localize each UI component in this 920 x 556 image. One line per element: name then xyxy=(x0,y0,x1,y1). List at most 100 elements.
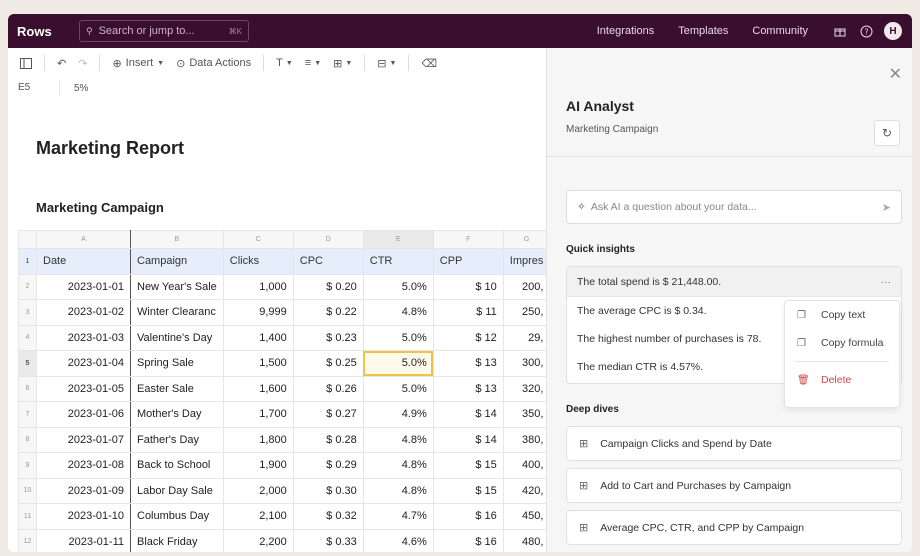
table-cell[interactable]: $ 0.27 xyxy=(292,401,364,428)
table-cell[interactable]: Mother's Day xyxy=(130,401,224,428)
number-format-icon[interactable]: ⊞ ▼ xyxy=(333,57,353,70)
nav-link-integrations[interactable]: Integrations xyxy=(596,25,655,37)
row-number[interactable]: 9 xyxy=(18,452,37,479)
table-cell[interactable]: 380, xyxy=(502,426,551,453)
header-cell[interactable]: Clicks xyxy=(222,248,294,275)
table-cell[interactable]: 1,800 xyxy=(222,426,294,453)
table-cell[interactable]: $ 12 xyxy=(432,324,504,351)
header-cell[interactable]: Date xyxy=(36,248,131,275)
table-cell[interactable]: $ 15 xyxy=(432,452,504,479)
table-cell[interactable]: 5.0% xyxy=(362,375,434,402)
row-number[interactable]: 6 xyxy=(18,375,37,402)
table-cell[interactable]: $ 16 xyxy=(432,503,504,530)
table-cell[interactable]: 2,000 xyxy=(222,477,294,504)
undo-icon[interactable]: ↶ xyxy=(57,57,67,70)
table-cell[interactable]: 450, xyxy=(502,503,551,530)
table-cell[interactable]: $ 0.29 xyxy=(292,452,364,479)
insert-button[interactable]: ⊕ Insert ▼ xyxy=(112,57,164,70)
table-cell[interactable]: $ 0.26 xyxy=(292,375,364,402)
table-cell[interactable]: $ 0.30 xyxy=(292,477,364,504)
header-cell[interactable]: Impres xyxy=(502,248,551,275)
header-cell[interactable]: CPP xyxy=(432,248,504,275)
column-letter[interactable]: B xyxy=(130,230,224,249)
table-cell[interactable]: 2023-01-04 xyxy=(36,350,131,377)
table-cell[interactable]: 4.6% xyxy=(362,528,434,552)
table-cell[interactable]: 420, xyxy=(502,477,551,504)
header-cell[interactable]: CTR xyxy=(362,248,434,275)
nav-link-community[interactable]: Community xyxy=(752,25,808,37)
table-cell[interactable]: Winter Clearanc xyxy=(130,299,224,326)
table-cell[interactable]: 1,900 xyxy=(222,452,294,479)
table-cell[interactable]: New Year's Sale xyxy=(130,273,224,300)
table-cell[interactable]: $ 0.28 xyxy=(292,426,364,453)
header-cell[interactable]: Campaign xyxy=(130,248,224,275)
table-cell[interactable]: 2023-01-03 xyxy=(36,324,131,351)
table-cell[interactable]: 5.0% xyxy=(362,273,434,300)
column-letter[interactable]: C xyxy=(222,230,294,249)
table-cell[interactable]: Spring Sale xyxy=(130,350,224,377)
copy-text-menu-item[interactable]: ❐ Copy text xyxy=(785,301,899,329)
column-letter[interactable]: E xyxy=(362,230,434,249)
gift-icon[interactable] xyxy=(832,23,848,39)
table-cell[interactable]: 2023-01-11 xyxy=(36,528,131,552)
row-number[interactable]: 4 xyxy=(18,324,37,351)
table-cell[interactable]: 4.7% xyxy=(362,503,434,530)
table-cell[interactable]: $ 14 xyxy=(432,426,504,453)
column-letter[interactable]: G xyxy=(502,230,551,249)
table-cell[interactable]: 2023-01-05 xyxy=(36,375,131,402)
table-cell[interactable]: 5.0% xyxy=(362,324,434,351)
column-letter[interactable]: D xyxy=(292,230,364,249)
table-cell[interactable]: 4.8% xyxy=(362,452,434,479)
table-cell[interactable]: 1,700 xyxy=(222,401,294,428)
table-cell[interactable]: Columbus Day xyxy=(130,503,224,530)
table-cell[interactable]: 4.8% xyxy=(362,299,434,326)
table-cell[interactable]: Back to School xyxy=(130,452,224,479)
table-cell[interactable]: 1,400 xyxy=(222,324,294,351)
table-cell[interactable]: 1,000 xyxy=(222,273,294,300)
table-cell[interactable]: 4.8% xyxy=(362,426,434,453)
ask-ai-input[interactable]: ✧ Ask AI a question about your data... ➤ xyxy=(566,190,902,224)
table-cell[interactable]: 2023-01-06 xyxy=(36,401,131,428)
table-cell[interactable]: 2,200 xyxy=(222,528,294,552)
corner-cell[interactable] xyxy=(18,230,37,249)
row-number[interactable]: 10 xyxy=(18,477,37,504)
help-icon[interactable]: ? xyxy=(858,23,874,39)
row-number[interactable]: 11 xyxy=(18,503,37,530)
table-cell[interactable]: $ 14 xyxy=(432,401,504,428)
table-cell[interactable]: Father's Day xyxy=(130,426,224,453)
nav-link-templates[interactable]: Templates xyxy=(678,25,729,37)
row-number[interactable]: 2 xyxy=(18,273,37,300)
table-cell[interactable]: 400, xyxy=(502,452,551,479)
table-cell[interactable]: 480, xyxy=(502,528,551,552)
table-cell[interactable]: $ 13 xyxy=(432,375,504,402)
table-cell[interactable]: 2023-01-02 xyxy=(36,299,131,326)
search-box[interactable]: ⚲ Search or jump to... ⌘K xyxy=(79,20,249,42)
refresh-button[interactable]: ↻ xyxy=(874,120,900,146)
send-icon[interactable]: ➤ xyxy=(881,201,891,214)
table-cell[interactable]: $ 0.22 xyxy=(292,299,364,326)
table-cell[interactable]: $ 11 xyxy=(432,299,504,326)
row-number[interactable]: 7 xyxy=(18,401,37,428)
row-number[interactable]: 12 xyxy=(18,528,37,552)
table-cell[interactable]: 2,100 xyxy=(222,503,294,530)
table-cell[interactable]: Easter Sale xyxy=(130,375,224,402)
borders-icon[interactable]: ⊟ ▼ xyxy=(377,57,397,70)
table-cell[interactable]: 320, xyxy=(502,375,551,402)
table-cell[interactable]: $ 0.23 xyxy=(292,324,364,351)
row-number[interactable]: 5 xyxy=(18,350,37,377)
table-cell[interactable]: 2023-01-09 xyxy=(36,477,131,504)
table-cell[interactable]: 4.9% xyxy=(362,401,434,428)
table-cell[interactable]: 200, xyxy=(502,273,551,300)
table-cell[interactable]: 29, xyxy=(502,324,551,351)
more-options-icon[interactable]: ··· xyxy=(880,275,892,288)
clear-format-icon[interactable]: ⌫ xyxy=(421,57,437,70)
table-cell[interactable]: 2023-01-10 xyxy=(36,503,131,530)
table-cell[interactable]: 350, xyxy=(502,401,551,428)
insight-item[interactable]: The total spend is $ 21,448.00. ··· xyxy=(567,267,901,297)
table-cell[interactable]: $ 15 xyxy=(432,477,504,504)
table-cell[interactable]: 4.8% xyxy=(362,477,434,504)
column-letter[interactable]: A xyxy=(36,230,131,249)
table-cell[interactable]: 2023-01-01 xyxy=(36,273,131,300)
column-letter[interactable]: F xyxy=(432,230,504,249)
table-cell[interactable]: Black Friday xyxy=(130,528,224,552)
